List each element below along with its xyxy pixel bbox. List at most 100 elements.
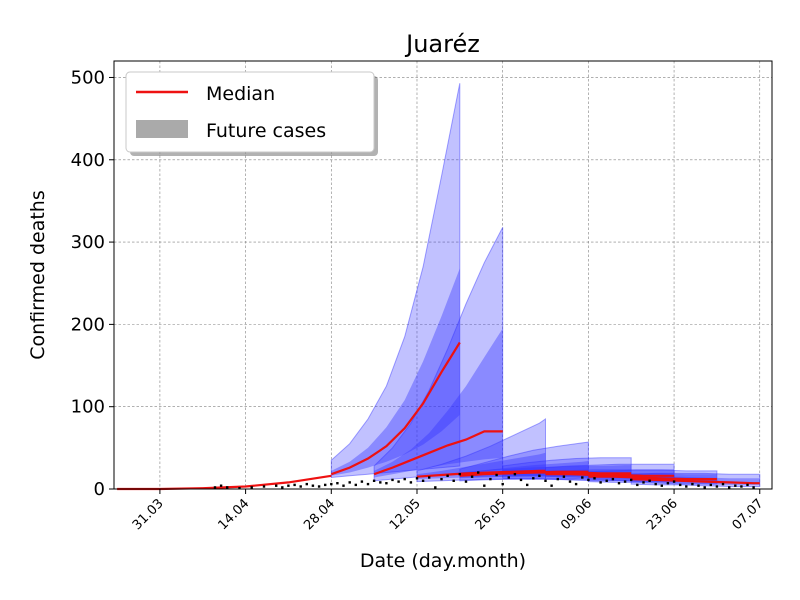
forecast-outer-band	[330, 83, 461, 479]
observed-point	[458, 473, 461, 476]
y-tick-label: 0	[94, 479, 105, 500]
observed-point	[617, 482, 621, 485]
observed-point	[562, 475, 566, 478]
observed-point	[409, 481, 413, 484]
observed-point	[599, 481, 602, 484]
observed-point	[464, 480, 468, 483]
observed-point	[697, 484, 700, 487]
observed-point	[513, 473, 517, 476]
median-line	[330, 341, 461, 476]
legend-future-cases-swatch	[136, 120, 188, 138]
observed-point	[538, 474, 541, 477]
median-line	[588, 475, 717, 481]
observed-point	[446, 474, 449, 477]
observed-point	[691, 482, 694, 486]
observed-point	[550, 484, 553, 487]
observed-point	[293, 483, 296, 487]
observed-point	[636, 483, 639, 487]
observed-point	[428, 476, 431, 479]
legend-future-cases-label: Future cases	[206, 120, 326, 142]
observed-point	[605, 479, 608, 482]
x-axis-label: Date (day.month)	[360, 550, 526, 572]
observed-point	[305, 482, 308, 486]
observed-point	[532, 477, 535, 480]
median-line	[631, 478, 760, 485]
observed-point	[477, 471, 480, 474]
median-line	[416, 469, 546, 478]
median-line	[502, 471, 632, 475]
y-tick-label: 500	[71, 67, 105, 88]
observed-point	[354, 483, 357, 487]
observed-point	[372, 479, 376, 482]
observed-point	[568, 480, 572, 483]
observed-point	[654, 482, 657, 486]
observed-point	[752, 486, 755, 489]
observed-point	[495, 473, 498, 477]
observed-point	[630, 478, 633, 482]
y-tick-label: 300	[71, 232, 105, 253]
observed-point	[397, 480, 400, 483]
observed-point	[556, 477, 559, 481]
observed-point	[483, 484, 486, 487]
observed-point	[421, 479, 425, 482]
observed-point	[440, 477, 443, 481]
plot-frame	[113, 60, 773, 490]
observed-point	[672, 480, 676, 483]
observed-point	[342, 484, 345, 487]
observed-point	[746, 483, 749, 487]
legend: Median Future cases	[125, 71, 378, 156]
observed-point	[728, 486, 731, 489]
observed-point	[360, 480, 364, 483]
y-tick-label: 400	[71, 150, 105, 171]
observed-point	[703, 486, 706, 489]
observed-point	[526, 483, 529, 487]
observed-point	[587, 478, 590, 482]
observed-point	[275, 484, 278, 487]
observed-point	[660, 484, 663, 487]
observed-point	[385, 482, 388, 485]
median-line	[373, 430, 503, 476]
chart-title: Juaréz	[404, 30, 480, 58]
observed-point	[330, 482, 333, 486]
observed-point	[679, 483, 682, 487]
observed-point	[519, 478, 523, 482]
observed-point	[379, 481, 382, 484]
observed-point	[348, 481, 351, 484]
observed-point	[734, 484, 737, 487]
observed-point	[238, 487, 241, 490]
observed-point	[593, 477, 596, 480]
observed-point	[642, 481, 645, 484]
observed-point	[489, 477, 492, 481]
observed-point	[311, 484, 315, 487]
observed-point	[452, 479, 455, 482]
observed-point	[403, 477, 406, 481]
observed-point	[715, 485, 719, 488]
forecast-outer-band	[416, 418, 546, 483]
y-tick-label: 200	[71, 314, 105, 335]
observed-point	[544, 479, 547, 482]
observed-point	[391, 478, 394, 482]
observed-point	[666, 482, 670, 485]
y-tick-label: 100	[71, 397, 105, 418]
observed-point	[262, 485, 266, 488]
legend-median-label: Median	[206, 83, 275, 105]
observed-point	[709, 483, 712, 487]
observed-point	[685, 485, 688, 488]
forecast-inner-band	[331, 268, 460, 476]
observed-point	[336, 482, 339, 485]
observed-point	[574, 482, 578, 486]
y-axis-label: Confirmed deaths	[27, 190, 49, 359]
observed-point	[226, 486, 229, 489]
observed-point	[317, 485, 321, 488]
observed-point	[721, 482, 725, 486]
observed-point	[507, 476, 510, 479]
median-line	[545, 473, 675, 477]
observed-point	[501, 482, 504, 486]
observed-point	[299, 485, 302, 488]
observed-point	[324, 483, 327, 487]
observed-point	[740, 485, 743, 488]
observed-point	[648, 479, 651, 482]
observed-point	[219, 484, 223, 487]
forecast-inner-band	[374, 328, 503, 478]
